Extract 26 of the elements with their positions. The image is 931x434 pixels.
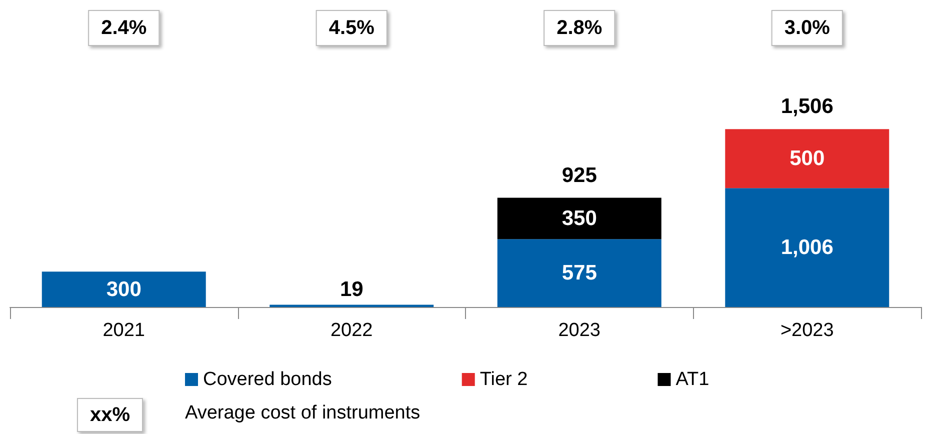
bar (497, 198, 662, 240)
data-label: 350 (562, 206, 597, 230)
data-label: 300 (106, 278, 142, 301)
bar (725, 188, 890, 307)
bar (725, 129, 890, 188)
bar (497, 239, 662, 307)
legend-label: Covered bonds (203, 369, 332, 390)
data-label: 19 (340, 278, 364, 301)
text: 3.0% (784, 17, 830, 39)
legend-label: Tier 2 (480, 369, 528, 390)
text: xx% (90, 404, 130, 426)
data-label: 575 (562, 262, 598, 285)
x-tick-label: 2022 (330, 320, 373, 341)
text: 2.8% (556, 17, 602, 39)
text: Average cost of instruments (185, 402, 420, 424)
x-tick-label: 2021 (102, 320, 146, 341)
total-label: 925 (562, 164, 598, 187)
bar (42, 272, 206, 307)
total-label: 1,506 (780, 95, 834, 118)
data-label: 500 (790, 147, 825, 170)
x-tick-label: 2023 (558, 320, 601, 341)
text: 2.4% (101, 17, 147, 39)
legend-label: AT1 (676, 369, 710, 390)
data-label: 1,006 (780, 236, 834, 260)
text: 4.5% (328, 17, 375, 39)
x-tick-label: >2023 (780, 320, 834, 341)
